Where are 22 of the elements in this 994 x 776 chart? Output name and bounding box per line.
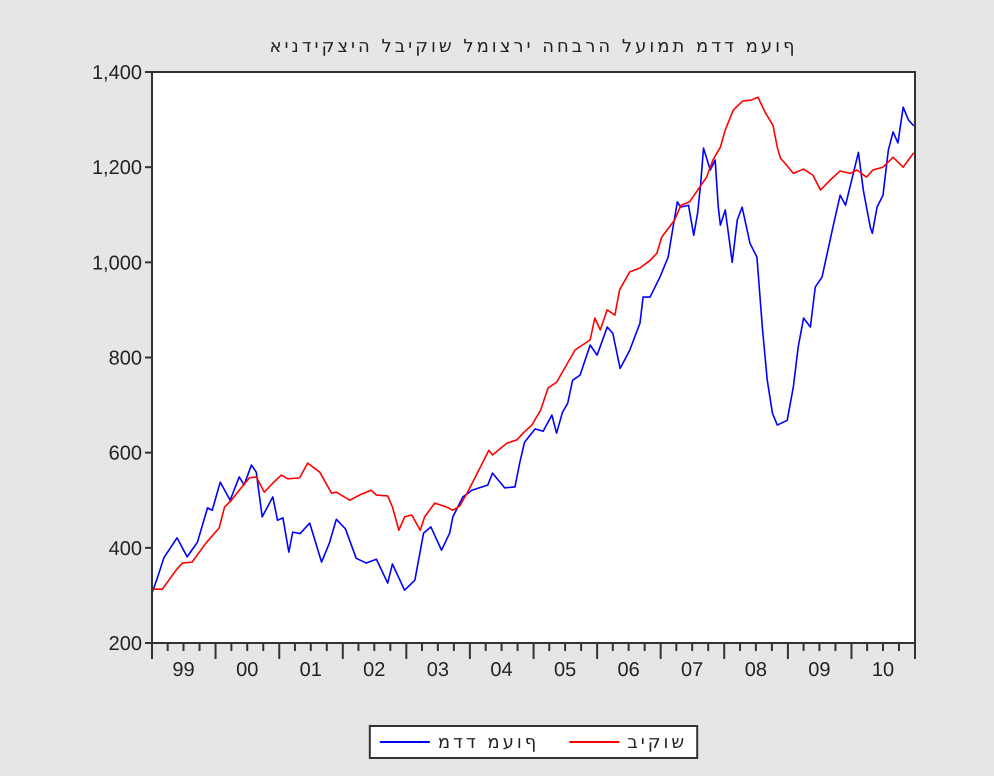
x-tick-label: 08 — [744, 659, 768, 681]
y-tick-label: 200 — [108, 633, 142, 655]
x-tick-label: 06 — [618, 659, 640, 681]
y-tick-label: 800 — [108, 348, 142, 370]
y-tick-label: 1,400 — [92, 62, 142, 84]
x-tick-label: 05 — [554, 659, 576, 681]
x-tick-label: 09 — [808, 659, 831, 681]
chart-title: אינדיקציה לביקוש למוצרי החברה לעומת מדד מעוף — [269, 36, 798, 57]
x-tick-label: 03 — [426, 659, 449, 681]
x-tick-label: 01 — [300, 659, 322, 681]
x-tick-label: 99 — [172, 659, 195, 681]
y-tick-label: 1,200 — [92, 157, 142, 180]
x-tick-label: 10 — [872, 659, 894, 681]
y-tick-label: 400 — [108, 538, 142, 560]
x-tick-label: 00 — [236, 659, 258, 681]
legend-label: מדד מעוף — [438, 732, 540, 753]
x-tick-label: 02 — [363, 659, 386, 681]
y-tick-label: 600 — [108, 442, 142, 465]
y-tick-label: 1,000 — [92, 252, 142, 274]
x-tick-label: 07 — [681, 659, 704, 681]
legend-label: ביקוש — [627, 732, 688, 753]
x-tick-label: 04 — [490, 659, 513, 681]
